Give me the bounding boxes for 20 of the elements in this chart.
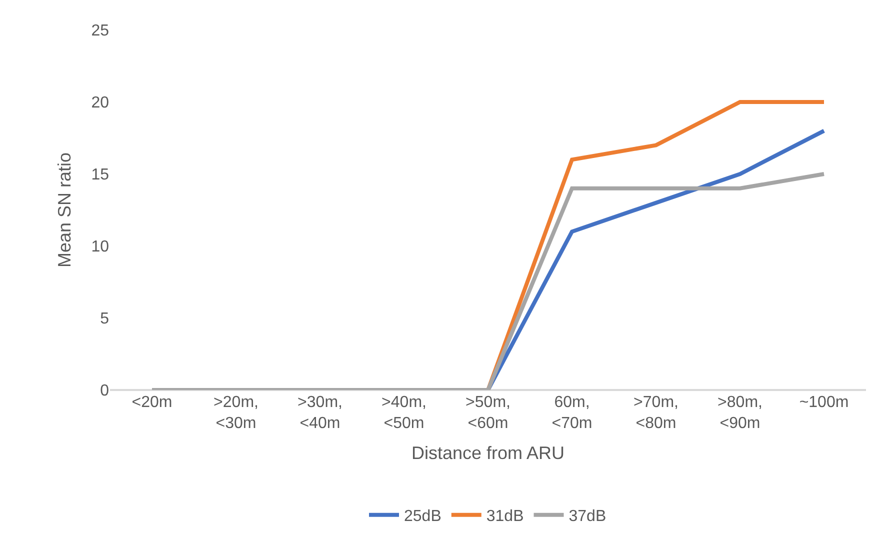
x-tick-label: >70m, <80m [634, 394, 678, 432]
y-tick-label: 0 [100, 382, 110, 400]
x-tick-label: >40m, <50m [382, 394, 426, 432]
y-tick-label: 5 [100, 310, 110, 328]
x-tick-label: >50m, <60m [466, 394, 510, 432]
legend-label: 37dB [568, 508, 606, 526]
x-tick-label: ~100m [799, 394, 849, 411]
y-tick-label: 15 [91, 166, 110, 184]
x-tick-label: >80m, <90m [718, 394, 762, 432]
x-tick-label: >30m, <40m [298, 394, 342, 432]
x-axis-title: Distance from ARU [411, 442, 565, 463]
y-tick-label: 25 [91, 22, 110, 40]
x-tick-label: >20m, <30m [214, 394, 258, 432]
y-axis-title: Mean SN ratio [54, 152, 74, 268]
legend-label: 31dB [486, 508, 524, 526]
x-tick-label: 60m, <70m [552, 394, 592, 432]
y-tick-label: 10 [91, 238, 110, 256]
x-tick-label: <20m [132, 394, 172, 411]
legend-label: 25dB [404, 508, 442, 526]
y-tick-label: 20 [91, 94, 110, 112]
